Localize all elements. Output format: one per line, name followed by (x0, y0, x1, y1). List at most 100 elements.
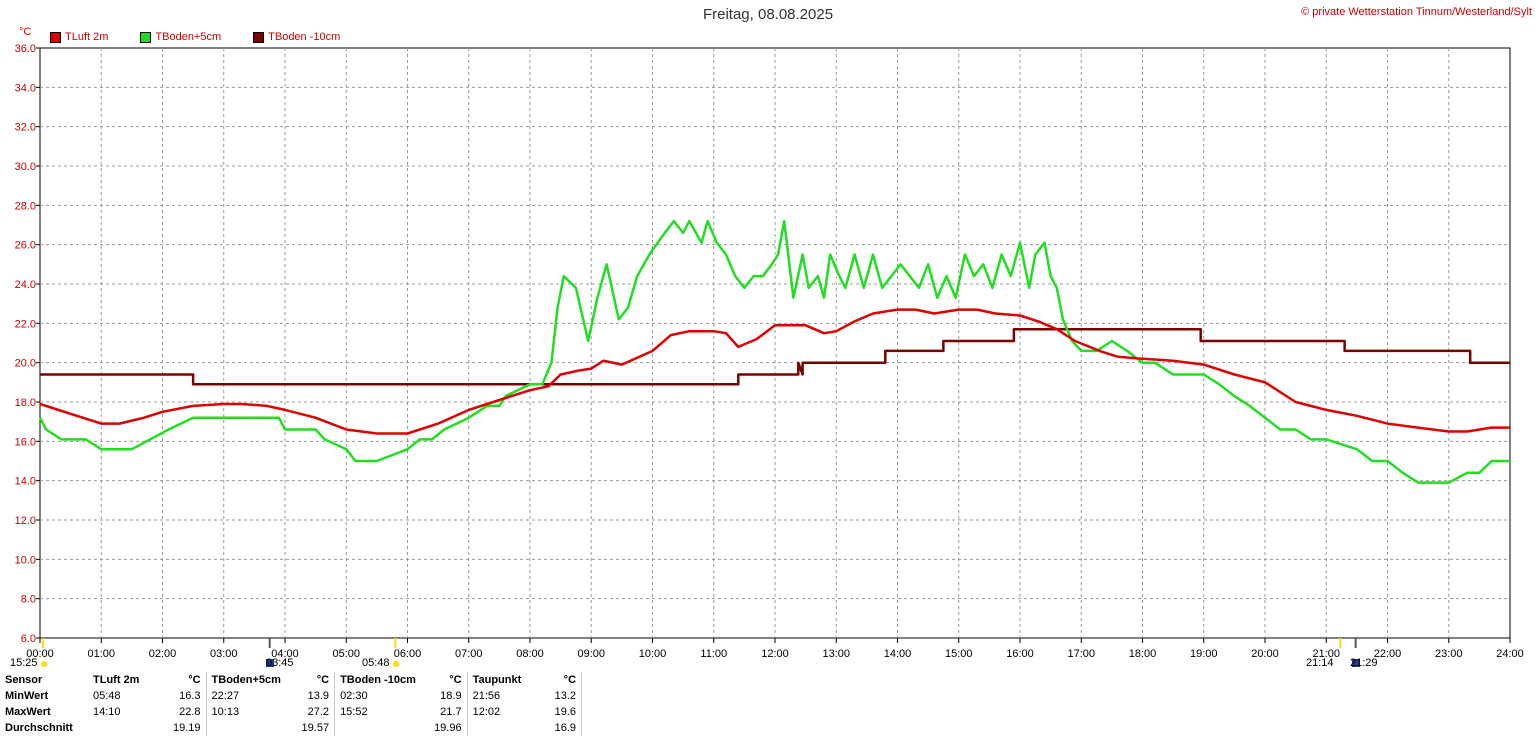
stats-cell: 05:48 (93, 690, 121, 702)
x-tick-label: 22:00 (1374, 648, 1402, 660)
stats-cell: 12:02 (472, 706, 501, 718)
stats-row-min: MinWert 05:48 16.3 22:27 13.9 02:30 18.9… (0, 688, 583, 704)
stats-cell (206, 720, 297, 736)
stats-cell: 13.2 (549, 688, 583, 704)
x-tick-label: 24:00 (1496, 648, 1524, 660)
x-tick-label: 03:00 (210, 648, 238, 660)
x-tick-label: 08:00 (516, 648, 544, 660)
legend-item-tboden10: TBoden -10cm (253, 31, 340, 43)
sunset-label: 21:14 (1306, 657, 1334, 669)
moonset-label: 03:45 (266, 657, 294, 669)
x-tick-label: 06:00 (394, 648, 422, 660)
stats-cell: 19.6 (549, 704, 583, 720)
stats-cell: 10:13 (211, 706, 240, 718)
stats-cell: 21:56 (472, 690, 501, 702)
stats-row-max: MaxWert 14:10 22.8 10:13 27.2 15:52 21.7… (0, 704, 583, 720)
stats-cell: 21.7 (429, 704, 468, 720)
y-tick-label: 36.0 (15, 43, 36, 55)
stats-cell (335, 720, 430, 736)
temperature-chart: 6.0 8.0 10.0 12.0 14.0 16.0 18.0 20.0 22.0 24.0 26… (15, 43, 1524, 667)
stats-header-row: Sensor TLuft 2m °C TBoden+5cm °C TBoden … (0, 672, 583, 688)
y-tick-label: 14.0 (15, 476, 36, 488)
legend-item-tluft: TLuft 2m (50, 31, 108, 43)
x-tick-label: 00:00 (26, 648, 54, 660)
stats-cell: Durchschnitt (5, 722, 73, 734)
x-tick-label: 18:00 (1129, 648, 1157, 660)
sun-left-time: 15:25 (10, 657, 38, 669)
stats-cell: 13.9 (296, 688, 336, 704)
stats-cell: 19.19 (168, 720, 207, 736)
y-tick-label: 18.0 (15, 397, 36, 409)
x-tick-label: 10:00 (639, 648, 667, 660)
x-tick-label: 15:00 (945, 648, 973, 660)
x-tick-label: 23:00 (1435, 648, 1463, 660)
stats-cell: 19.57 (296, 720, 336, 736)
x-tick-label: 19:00 (1190, 648, 1218, 660)
stats-head-sensor: Sensor (5, 674, 43, 686)
y-tick-label: 30.0 (15, 161, 36, 173)
stats-cell: MaxWert (5, 706, 51, 718)
y-tick-label: 34.0 (15, 82, 36, 94)
stats-cell: 16.3 (168, 688, 207, 704)
stats-head-tluft: TLuft 2m (93, 674, 140, 686)
x-tick-label: 01:00 (87, 648, 115, 660)
x-tick-label: 16:00 (1006, 648, 1034, 660)
moon-icon (266, 659, 274, 667)
x-tick-label: 20:00 (1251, 648, 1279, 660)
legend-label-tluft: TLuft 2m (65, 31, 109, 43)
stats-cell: 15:52 (340, 706, 368, 718)
series-line-tboden5 (38, 219, 1510, 484)
sun-icon (41, 661, 47, 667)
stats-head-unit: °C (296, 672, 336, 688)
stats-cell: 22.8 (168, 704, 207, 720)
y-tick-label: 10.0 (15, 554, 36, 566)
moon-icon (1352, 659, 1360, 667)
x-tick-label: 11:00 (700, 648, 727, 660)
x-tick-label: 09:00 (577, 648, 605, 660)
y-tick-label: 6.0 (21, 633, 36, 645)
legend-swatch-tluft (50, 31, 61, 43)
stats-cell: 02:30 (340, 690, 368, 702)
moonrise-label: 21:29 (1350, 657, 1378, 669)
stats-head-unit: °C (168, 672, 207, 688)
legend: TLuft 2m TBoden+5cm TBoden -10cm (50, 31, 372, 43)
stats-head-taupunkt: Taupunkt (472, 674, 522, 686)
y-tick-label: 16.0 (15, 436, 36, 448)
stats-cell: 14:10 (93, 706, 121, 718)
y-tick-label: 22.0 (15, 318, 36, 330)
x-tick-label: 04:00 (271, 648, 299, 660)
legend-swatch-tboden10 (253, 31, 265, 43)
series-line-tluft (39, 308, 1510, 435)
legend-label-tboden5: TBoden+5cm (155, 31, 222, 43)
x-tick-label: 02:00 (149, 648, 177, 660)
legend-swatch-tboden5 (140, 31, 152, 43)
stats-cell (88, 720, 168, 736)
stats-table: Sensor TLuft 2m °C TBoden+5cm °C TBoden … (0, 672, 583, 736)
stats-head-tboden5: TBoden+5cm (211, 674, 281, 686)
legend-item-tboden5: TBoden+5cm (140, 31, 221, 43)
stats-cell (467, 720, 550, 736)
x-tick-label: 05:00 (332, 648, 360, 660)
x-tick-label: 13:00 (822, 648, 850, 660)
copyright-text: © private Wetterstation Tinnum/Westerlan… (1301, 6, 1532, 18)
y-axis-unit: °C (19, 26, 32, 38)
legend-label-tboden10: TBoden -10cm (268, 31, 341, 43)
y-tick-label: 12.0 (15, 515, 36, 527)
stats-cell: 22:27 (211, 690, 240, 702)
y-tick-label: 26.0 (15, 240, 36, 252)
stats-cell: 18.9 (429, 688, 468, 704)
stats-row-avg: Durchschnitt 19.19 19.57 19.96 16.9 (0, 720, 583, 736)
stats-head-unit: °C (429, 672, 468, 688)
series-line-tboden10 (40, 327, 1510, 386)
x-tick-label: 07:00 (455, 648, 483, 660)
x-tick-label: 14:00 (884, 648, 912, 660)
x-tick-label: 12:00 (761, 648, 789, 660)
chart-title: Freitag, 08.08.2025 (702, 6, 834, 23)
stats-cell: MinWert (5, 690, 49, 702)
y-tick-label: 20.0 (15, 358, 36, 370)
stats-head-unit: °C (549, 672, 583, 688)
stats-cell: 19.96 (429, 720, 468, 736)
y-tick-label: 28.0 (15, 200, 36, 212)
stats-cell: 16.9 (549, 720, 583, 736)
stats-cell: 27.2 (296, 704, 336, 720)
